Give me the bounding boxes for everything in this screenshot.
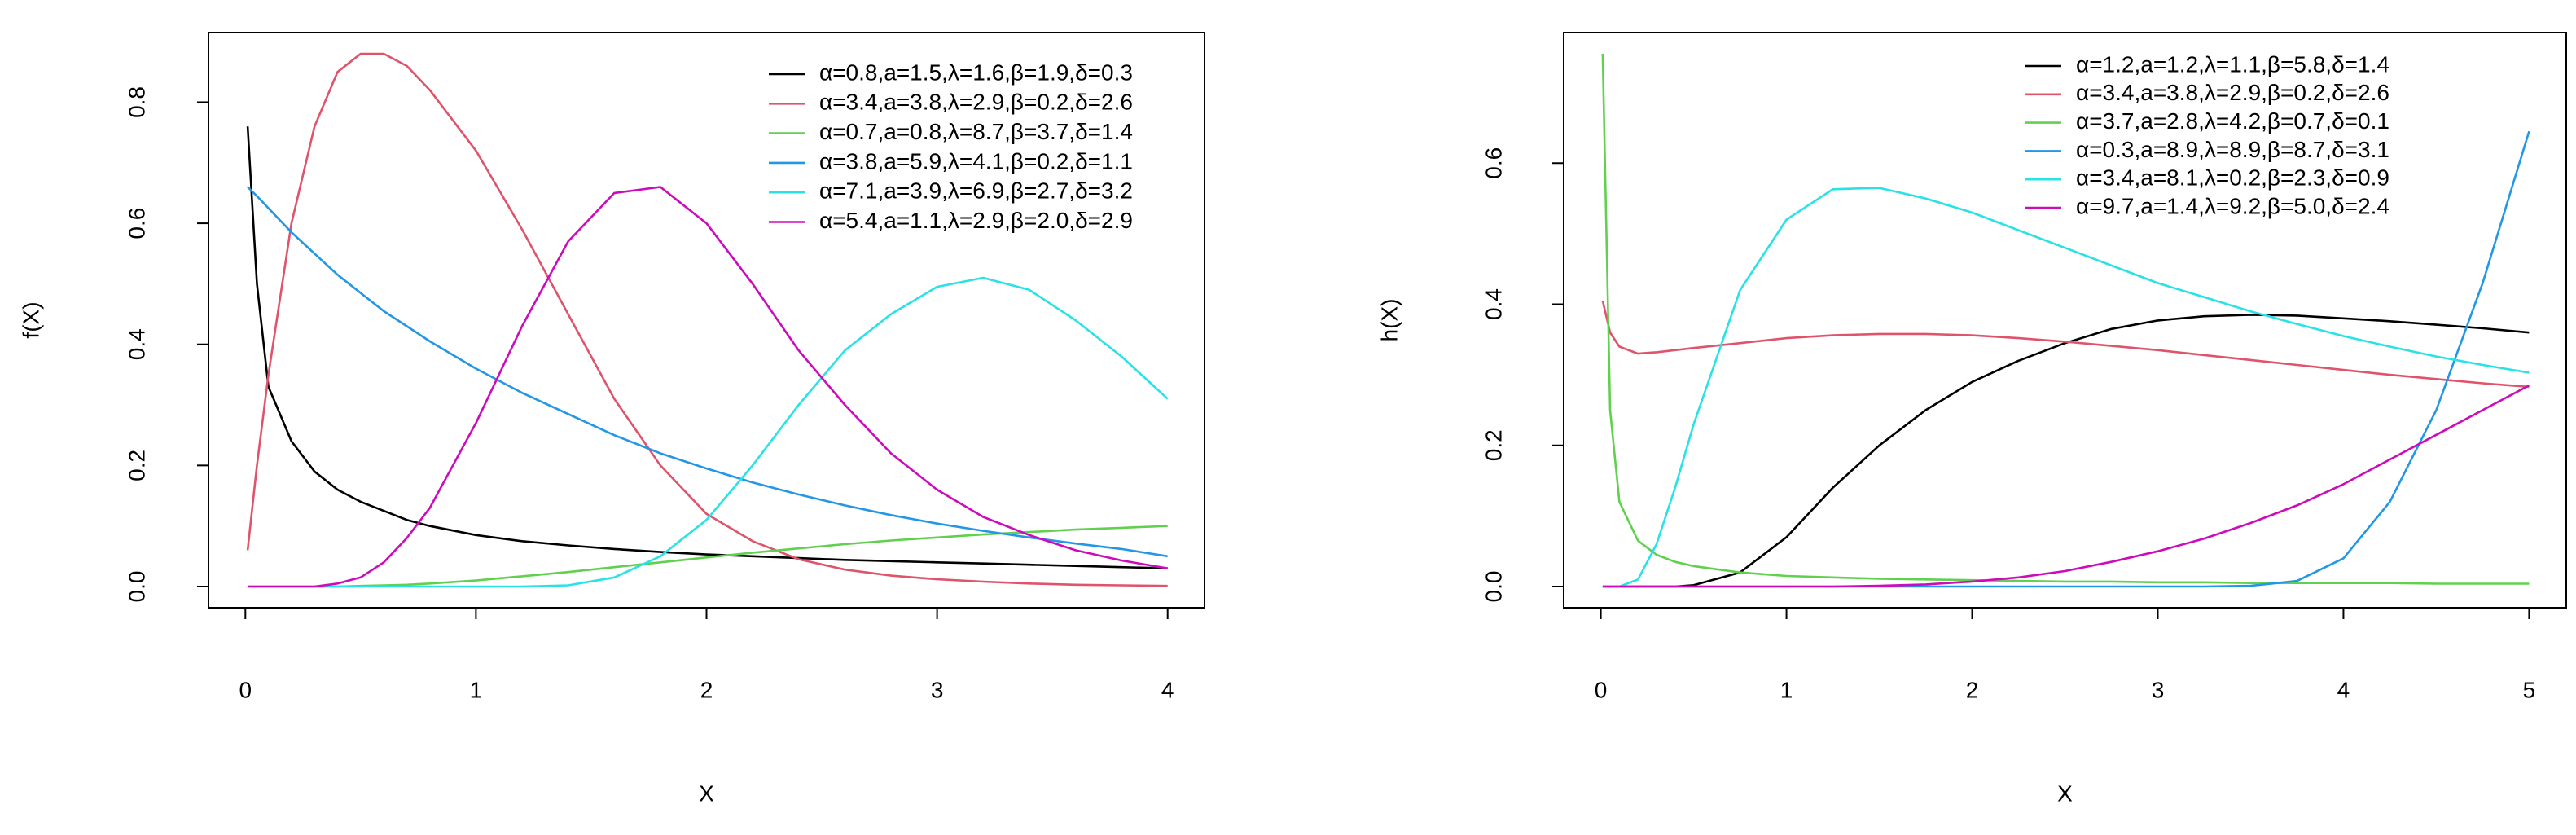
legend-label: α=0.8,a=1.5,λ=1.6,β=1.9,δ=0.3: [819, 59, 1133, 85]
series-line: [246, 52, 1168, 587]
y-axis-title: h(X): [1376, 299, 1402, 342]
x-tick-label: 4: [2337, 677, 2350, 702]
series-line: [248, 186, 1168, 588]
series-line: [1601, 300, 2530, 389]
series-line: [1602, 384, 2530, 588]
y-tick-label: 0.0: [124, 571, 149, 603]
legend-label: α=9.7,a=1.4,λ=9.2,β=5.0,δ=2.4: [2076, 193, 2389, 218]
x-tick-label: 1: [1780, 677, 1793, 702]
series-line: [248, 276, 1169, 588]
x-axis-title: X: [2057, 780, 2073, 806]
series-line: [247, 186, 1168, 558]
x-axis-title: X: [699, 780, 714, 806]
y-tick-label: 0.6: [124, 208, 149, 240]
x-tick-label: 2: [1966, 677, 1979, 702]
x-tick-label: 0: [1595, 677, 1608, 702]
x-tick-label: 5: [2523, 677, 2536, 702]
x-tick-label: 0: [239, 677, 252, 702]
plot-frame: [1563, 32, 2567, 609]
x-tick-label: 1: [470, 677, 483, 702]
series-line: [1602, 314, 2530, 588]
y-tick-label: 0.4: [124, 328, 149, 360]
x-tick-label: 3: [931, 677, 944, 702]
x-tick-label: 3: [2152, 677, 2165, 702]
x-tick-label: 4: [1161, 677, 1174, 702]
legend-label: α=3.4,a=8.1,λ=0.2,β=2.3,δ=0.9: [2076, 165, 2389, 191]
series-line: [1602, 130, 2530, 588]
y-tick-label: 0.4: [1481, 288, 1506, 320]
series-line: [1602, 187, 2530, 588]
series-line: [1601, 53, 2530, 585]
series-line: [246, 126, 1168, 569]
legend-label: α=5.4,a=1.1,λ=2.9,β=2.0,δ=2.9: [819, 208, 1133, 233]
legend-label: α=0.7,a=0.8,λ=8.7,β=3.7,δ=1.4: [819, 119, 1133, 144]
legend-label: α=7.1,a=3.9,λ=6.9,β=2.7,δ=3.2: [819, 178, 1133, 204]
legend-label: α=3.7,a=2.8,λ=4.2,β=0.7,δ=0.1: [2076, 108, 2389, 134]
legend-label: α=3.4,a=3.8,λ=2.9,β=0.2,δ=2.6: [2076, 80, 2389, 105]
legend-label: α=1.2,a=1.2,λ=1.1,β=5.8,δ=1.4: [2076, 51, 2389, 77]
y-tick-label: 0.2: [124, 450, 149, 481]
y-axis-title: f(X): [18, 301, 43, 338]
y-tick-label: 0.2: [1481, 429, 1506, 461]
legend-label: α=0.3,a=8.9,λ=8.9,β=8.7,δ=3.1: [2076, 137, 2389, 162]
legend-label: α=3.4,a=3.8,λ=2.9,β=0.2,δ=2.6: [819, 90, 1133, 115]
y-tick-label: 0.0: [1481, 571, 1506, 603]
x-tick-label: 2: [700, 677, 713, 702]
y-tick-label: 0.8: [124, 86, 149, 118]
legend-label: α=3.8,a=5.9,λ=4.1,β=0.2,δ=1.1: [819, 148, 1133, 174]
y-tick-label: 0.6: [1481, 147, 1506, 179]
